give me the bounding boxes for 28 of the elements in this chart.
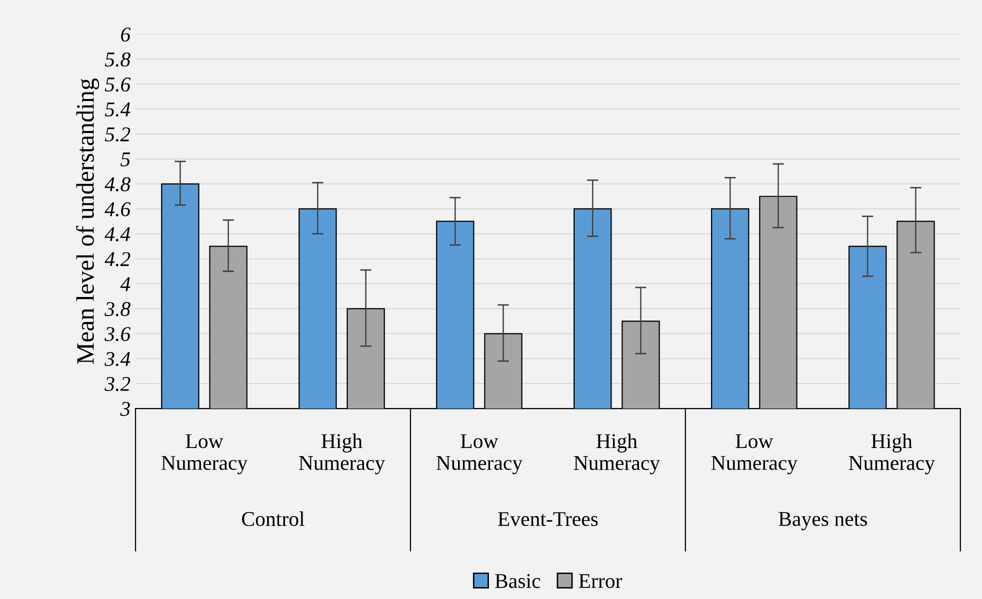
y-tick-label: 5.6: [104, 77, 131, 92]
x-tick-label: Low Numeracy: [161, 434, 248, 474]
y-tick-label: 4.6: [104, 202, 131, 216]
y-tick-label: 4: [120, 277, 130, 291]
text: Control: [242, 511, 304, 526]
y-tick-label: 3: [120, 402, 130, 416]
y-tick-label: 5.2: [104, 127, 130, 142]
x-tick-label: Low Numeracy: [711, 434, 798, 474]
x-tick-label: High Numeracy: [574, 434, 660, 474]
y-tick-label: 3.2: [104, 376, 130, 392]
y-tick-label: 5: [120, 152, 130, 166]
x-tick-label: High Numeracy: [298, 434, 386, 474]
y-tick-label: 3.8: [104, 302, 130, 316]
y-tick-label: 4.2: [104, 252, 130, 266]
y-tick-label: 6: [121, 28, 131, 42]
y-tick-label: 5.8: [104, 52, 130, 67]
y-tick-label: 3.6: [104, 327, 131, 342]
x-tick-label: Low Numeracy: [436, 434, 523, 474]
y-tick-label: 4.8: [104, 177, 130, 192]
y-tick-label: 3.4: [104, 352, 130, 366]
legend-label: Basic: [495, 574, 540, 588]
y-tick-label: 4.4: [104, 227, 130, 242]
y-axis-title: Mean level of understanding: [76, 78, 100, 364]
y-tick-label: 5.4: [104, 102, 130, 117]
legend-label: Error: [578, 574, 622, 588]
x-tick-label: High Numeracy: [848, 434, 935, 474]
text: Bayes nets: [778, 512, 867, 530]
text: Event-Trees: [498, 512, 598, 526]
